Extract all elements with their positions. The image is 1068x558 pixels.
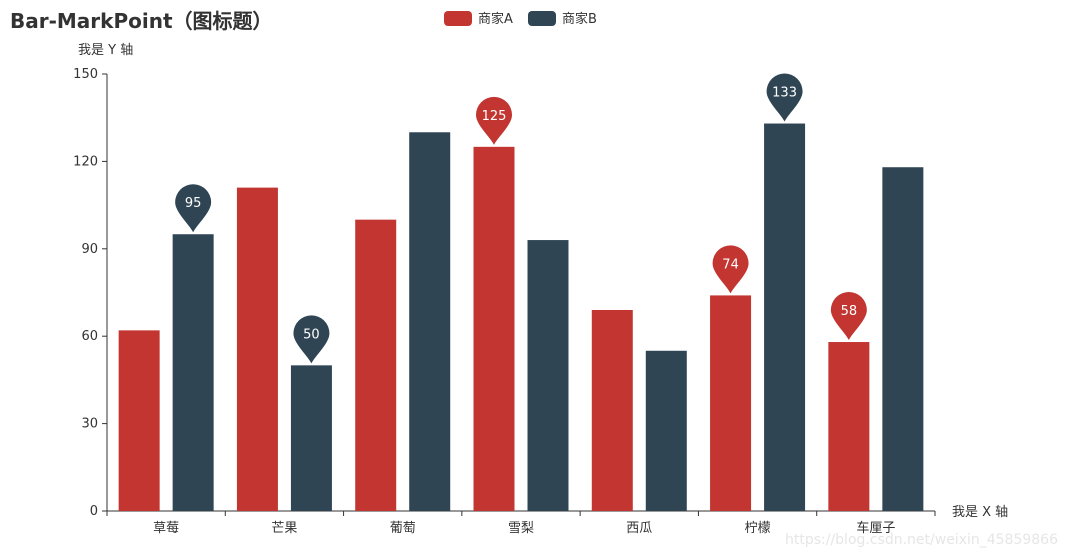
mark-point-pin[interactable]: 58 xyxy=(830,292,867,341)
mark-point-pin[interactable]: 95 xyxy=(175,184,212,233)
x-tick-label: 芒果 xyxy=(271,520,297,536)
mark-point-pin[interactable]: 125 xyxy=(476,96,512,145)
bar-a[interactable] xyxy=(473,146,515,512)
legend-item-b[interactable]: 商家B xyxy=(528,11,597,27)
mark-point-pin[interactable]: 74 xyxy=(712,245,749,294)
bar-b[interactable] xyxy=(527,240,569,511)
y-tick-label: 90 xyxy=(81,242,98,257)
y-tick-label: 0 xyxy=(90,504,98,519)
axes: 0 30 60 90 120 150 草莓 芒果 葡萄 雪梨 西瓜 柠檬 车厘子 xyxy=(73,67,936,536)
pin-shape xyxy=(476,96,512,145)
x-axis-label: 我是 X 轴 xyxy=(952,505,1008,520)
bar-a[interactable] xyxy=(236,187,278,511)
y-tick-label: 30 xyxy=(81,417,98,432)
legend-label: 商家B xyxy=(562,11,597,27)
pin-label: 125 xyxy=(482,109,507,124)
y-tick-label: 120 xyxy=(73,154,98,169)
x-tick-label: 西瓜 xyxy=(626,521,652,536)
bar-a[interactable] xyxy=(355,219,397,511)
bar-b[interactable] xyxy=(290,365,332,511)
legend-label: 商家A xyxy=(478,11,513,27)
watermark-text: https://blog.csdn.net/weixin_45859866 xyxy=(785,532,1058,548)
legend-item-a[interactable]: 商家A xyxy=(444,11,513,27)
y-tick-label: 150 xyxy=(73,67,98,82)
pin-label: 50 xyxy=(303,327,320,342)
legend[interactable]: 商家A 商家B xyxy=(444,11,597,27)
bar-b[interactable] xyxy=(172,234,214,511)
pin-label: 95 xyxy=(185,196,202,211)
y-tick-label: 60 xyxy=(81,329,98,344)
bar-b[interactable] xyxy=(882,167,924,511)
pin-shape xyxy=(830,292,867,341)
bar-b[interactable] xyxy=(409,132,451,511)
legend-swatch xyxy=(528,11,556,26)
x-tick-label: 雪梨 xyxy=(508,521,534,536)
mark-points[interactable]: 95 50 125 74 133 58 xyxy=(175,73,867,364)
bar-a[interactable] xyxy=(591,309,633,511)
pin-label: 58 xyxy=(841,304,858,319)
bar-a[interactable] xyxy=(828,342,870,511)
bar-b[interactable] xyxy=(645,350,687,511)
pin-shape xyxy=(293,315,330,364)
x-tick-label: 草莓 xyxy=(153,521,179,536)
mark-point-pin[interactable]: 133 xyxy=(766,73,803,122)
pin-label: 74 xyxy=(722,257,739,272)
y-axis-label: 我是 Y 轴 xyxy=(78,43,133,58)
legend-swatch xyxy=(444,11,472,26)
pin-shape xyxy=(766,73,803,122)
x-tick-label: 柠檬 xyxy=(745,521,771,536)
pin-shape xyxy=(175,184,212,233)
pin-label: 133 xyxy=(772,86,797,101)
x-tick-label: 葡萄 xyxy=(390,521,416,536)
bar-a[interactable] xyxy=(710,295,752,511)
x-tick-label: 车厘子 xyxy=(856,520,895,536)
bar-a[interactable] xyxy=(118,330,160,511)
bar-b[interactable] xyxy=(764,123,806,511)
bars[interactable] xyxy=(118,123,924,512)
chart-title: Bar-MarkPoint（图标题） xyxy=(10,9,273,33)
pin-shape xyxy=(712,245,749,294)
mark-point-pin[interactable]: 50 xyxy=(293,315,330,364)
